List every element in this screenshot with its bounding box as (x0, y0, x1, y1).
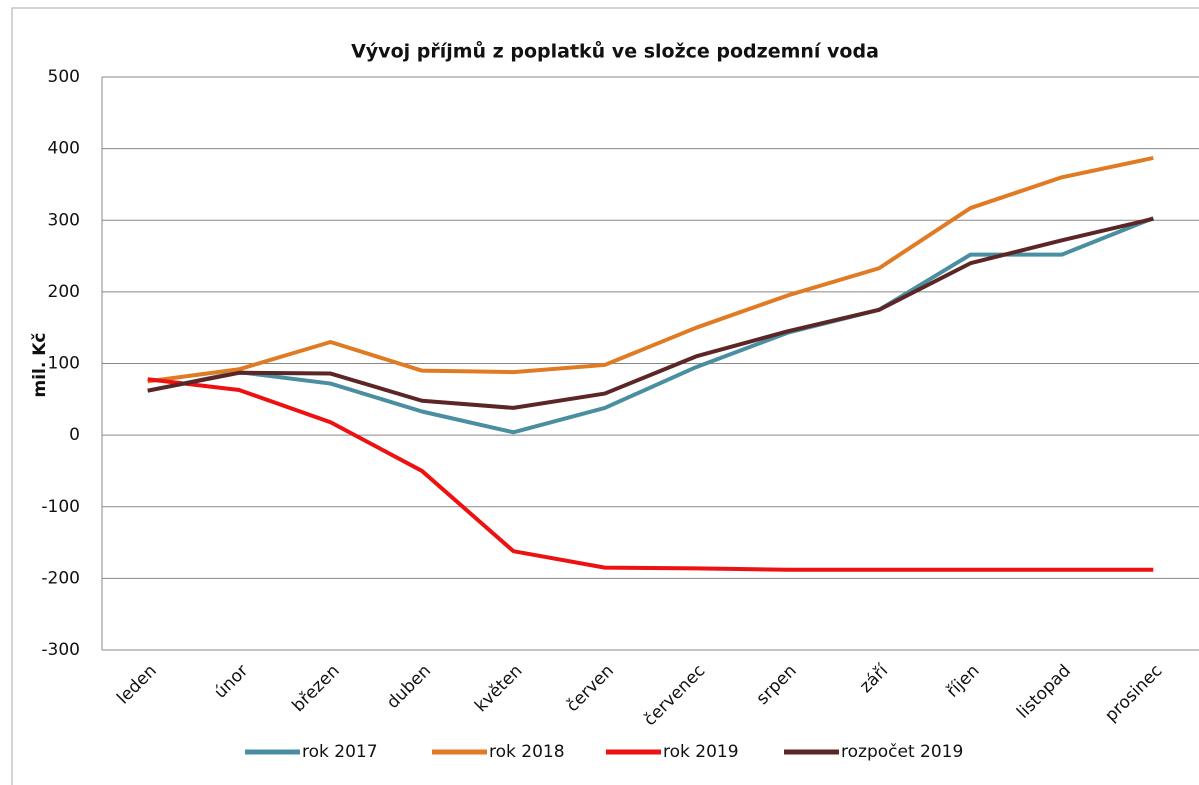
series-line (147, 216, 1154, 410)
legend-label: rok 2017 (302, 742, 378, 762)
y-tick-label: -100 (41, 497, 80, 517)
x-tick-label: listopad (1013, 661, 1075, 723)
x-tick-label: červenec (640, 661, 709, 730)
chart-title: Vývoj příjmů z poplatků ve složce podzem… (351, 40, 879, 63)
series-line (147, 155, 1154, 384)
legend-label: rok 2019 (663, 742, 739, 762)
y-tick-label: 0 (69, 425, 80, 445)
y-axis-label: mil. Kč (30, 333, 50, 398)
x-tick-label: únor (211, 661, 253, 703)
x-tick-label: leden (113, 661, 161, 709)
x-tick-label: květen (471, 661, 526, 716)
legend-label: rozpočet 2019 (841, 742, 963, 762)
x-tick-label: srpen (753, 661, 801, 709)
x-tick-label: duben (383, 661, 435, 713)
x-tick-label: září (856, 660, 893, 697)
frame (11, 7, 1199, 785)
x-tick-label: březen (288, 661, 343, 716)
y-tick-label: -300 (41, 640, 80, 660)
y-tick-label: 200 (48, 282, 80, 302)
y-tick-label: 300 (48, 210, 80, 230)
x-tick-label: říjen (943, 661, 984, 702)
x-tick-label: červen (563, 661, 618, 716)
y-tick-label: 400 (48, 139, 80, 159)
x-tick-label: prosinec (1101, 661, 1166, 726)
y-tick-label: -200 (41, 568, 80, 588)
legend-label: rok 2018 (489, 742, 565, 762)
series-line (147, 216, 1155, 435)
series-line (147, 377, 1154, 572)
y-tick-label: 100 (48, 354, 80, 374)
y-tick-label: 500 (48, 67, 80, 87)
